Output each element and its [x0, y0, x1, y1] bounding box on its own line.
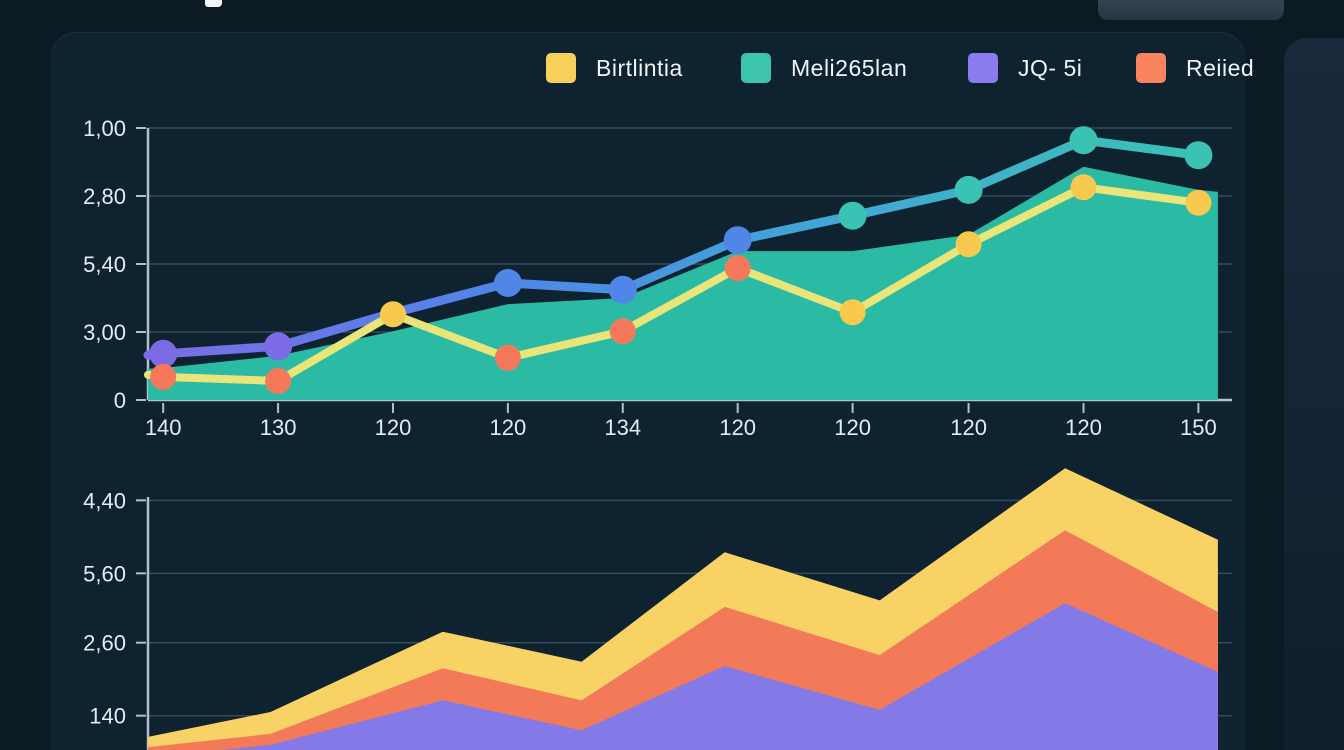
- legend-swatch-teal: [741, 53, 771, 83]
- legend-label: Reiied: [1186, 55, 1255, 81]
- legend-swatch-yellow: [546, 53, 576, 83]
- page-title-cropped: [205, 0, 222, 7]
- top-right-button[interactable]: [1098, 0, 1284, 20]
- legend-item-jq-5i[interactable]: JQ- 5i: [968, 52, 1082, 84]
- chart-card: [50, 32, 1246, 750]
- legend-item-reiied[interactable]: Reiied: [1136, 52, 1254, 84]
- legend-label: JQ- 5i: [1018, 55, 1083, 81]
- legend-label: Meli265lan: [791, 55, 908, 81]
- legend-swatch-orange: [1136, 53, 1166, 83]
- legend-label: Birtlintia: [596, 55, 683, 81]
- right-edge-panel: [1284, 38, 1344, 750]
- legend-item-birtlintia[interactable]: Birtlintia: [546, 52, 683, 84]
- legend-item-meli265lan[interactable]: Meli265lan: [741, 52, 907, 84]
- legend-swatch-purple: [968, 53, 998, 83]
